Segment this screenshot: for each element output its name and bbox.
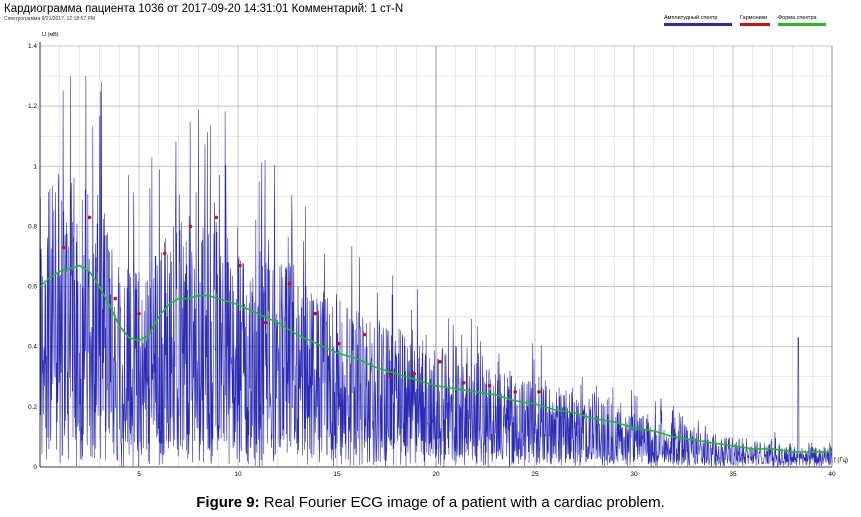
harmonic-point: [263, 320, 268, 325]
legend-item-shape: Форма спектра: [778, 15, 826, 26]
y-tick-label: 0: [33, 464, 37, 471]
harmonic-point: [537, 390, 541, 394]
legend-item-amplitude: Амплитудный спектр: [664, 15, 732, 26]
legend-label-harmonics: Гармоники: [740, 15, 768, 21]
y-tick-label: 0.8: [28, 223, 37, 230]
x-tick-label: 5: [137, 471, 141, 478]
chart-title: Кардиограмма пациента 1036 от 2017-09-20…: [4, 3, 404, 15]
harmonic-point: [113, 296, 118, 301]
x-tick-label: 10: [234, 471, 242, 478]
harmonic-point: [513, 390, 517, 394]
y-axis-label: U (мВ): [42, 32, 59, 38]
harmonic-point: [362, 332, 367, 337]
legend-swatch-harmonics: [740, 23, 770, 26]
x-tick-label: 15: [333, 471, 341, 478]
figure-caption: Figure 9: Real Fourier ECG image of a pa…: [0, 494, 861, 511]
caption-label: Figure 9:: [196, 494, 260, 511]
legend-label-amplitude: Амплитудный спектр: [664, 15, 718, 21]
legend-swatch-amplitude: [664, 23, 732, 26]
x-tick-label: 25: [531, 471, 539, 478]
y-tick-label: 1: [33, 163, 37, 170]
series-shape-line: [39, 264, 832, 453]
harmonic-point: [287, 281, 292, 286]
harmonic-point: [214, 215, 219, 220]
harmonic-point: [188, 224, 193, 229]
harmonic-point: [412, 371, 417, 376]
y-tick-label: 0.4: [28, 344, 37, 351]
legend-label-shape: Форма спектра: [778, 15, 817, 21]
harmonic-point: [61, 245, 66, 250]
y-tick-label: 0.6: [28, 284, 37, 291]
harmonic-point: [87, 215, 92, 220]
harmonic-point: [313, 311, 318, 316]
x-tick-label: 30: [630, 471, 638, 478]
x-tick-label: 20: [432, 471, 440, 478]
legend-item-harmonics: Гармоники: [740, 15, 770, 26]
harmonic-point: [337, 341, 341, 346]
harmonic-point: [137, 311, 141, 316]
spectrum-chart: Кардиограмма пациента 1036 от 2017-09-20…: [4, 3, 849, 478]
harmonic-point: [388, 374, 393, 379]
y-tick-label: 1.2: [28, 103, 37, 110]
x-tick-label: 40: [828, 471, 836, 478]
y-tick-label: 1.4: [28, 43, 37, 50]
x-tick-label: 35: [729, 471, 737, 478]
y-tick-label: 0.2: [28, 404, 37, 411]
harmonic-point: [162, 251, 167, 256]
caption-text: Real Fourier ECG image of a patient with…: [259, 494, 665, 511]
plot-area: 0 0.2 0.4 0.6 0.8 1 1.2 1.4 5 10 15 20 25 30 35 40: [28, 42, 836, 478]
chart-subtitle: Спектрограмма 9/21/2017, 12:18:57 PM: [4, 16, 95, 22]
harmonic-point: [461, 381, 466, 385]
x-axis-label: f (Гц): [834, 458, 849, 464]
harmonic-point: [238, 263, 242, 268]
harmonic-point: [438, 359, 442, 364]
harmonic-point: [487, 384, 492, 388]
series-amplitude-line: [39, 76, 833, 468]
legend-swatch-shape: [778, 23, 826, 26]
